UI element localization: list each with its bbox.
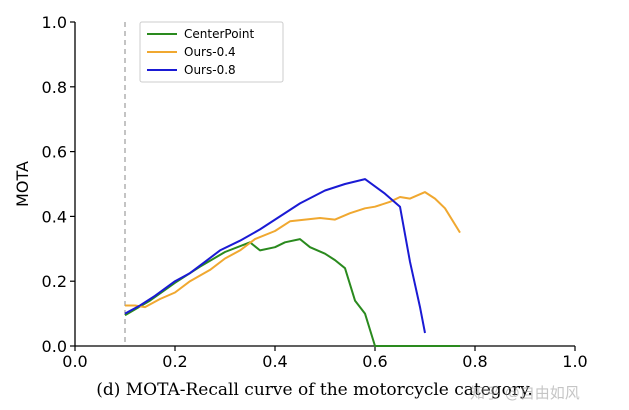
axes: 0.0 0.2 0.4 0.6 0.8 1.0 0.0 0.2 0.4 0.6 0.8 1.0 [42,13,588,371]
legend-label: Ours-0.4 [184,45,236,59]
y-axis-title: MOTA [13,161,32,207]
y-tick-label: 0.2 [42,272,67,291]
legend: CenterPoint Ours-0.4 Ours-0.8 [139,21,284,83]
x-tick-label: 0.6 [362,352,387,371]
y-tick-label: 0.8 [42,78,67,97]
series-line-ours-0-8 [124,178,426,334]
x-tick-label: 0.0 [62,352,87,371]
y-tick-label: 1.0 [42,13,67,32]
series-line-ours-0-4 [125,191,461,309]
legend-label: Ours-0.8 [184,63,236,77]
y-tick-label: 0.6 [42,143,67,162]
figure-caption: (d) MOTA-Recall curve of the motorcycle … [96,380,533,400]
x-tick-label: 1.0 [562,352,587,371]
legend-box [139,21,284,83]
watermark: 知乎 @自由如风 [470,384,580,402]
series-group [124,178,461,347]
x-tick-label: 0.4 [262,352,287,371]
x-tick-label: 0.8 [462,352,487,371]
x-tick-label: 0.2 [162,352,187,371]
legend-label: CenterPoint [184,27,254,41]
y-tick-label: 0.4 [42,207,67,226]
y-tick-label: 0.0 [42,337,67,356]
